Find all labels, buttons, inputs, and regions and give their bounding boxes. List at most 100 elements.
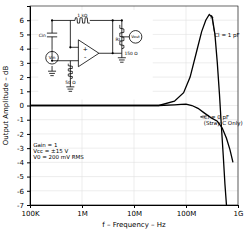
- y-tick: 5: [20, 31, 30, 39]
- circuit-wire: [47, 36, 57, 37]
- arrow: [200, 116, 206, 117]
- x-tick-label: 100M: [177, 210, 196, 218]
- y-tick-label: 1: [20, 88, 24, 96]
- circuit-wire: [52, 60, 78, 61]
- chart: 100K1M10M100M1G-7-6-5-4-3-2-10123456Gain…: [0, 0, 250, 231]
- y-tick-label: -3: [17, 145, 24, 153]
- y-axis: -7 -6 -5 -4 -3 -2 -1 0 1 2 3 4 5 6: [17, 7, 30, 210]
- grid-line-x: [186, 6, 187, 205]
- circuit-wire: [112, 20, 113, 53]
- circuit-wire: [67, 89, 73, 90]
- plot-frame: [30, 6, 238, 205]
- circuit-label: Vout: [131, 34, 140, 39]
- y-tick-mark: [27, 20, 30, 21]
- circuit-wire: [66, 86, 74, 87]
- plot: 100K1M10M100M1G-7-6-5-4-3-2-10123456Gain…: [17, 6, 243, 218]
- y-tick: 4: [20, 45, 30, 53]
- x-tick-label: 100K: [22, 210, 40, 218]
- y-tick-mark: [27, 91, 30, 92]
- y-tick-label: -4: [17, 159, 25, 167]
- y-tick-mark: [27, 205, 30, 206]
- x-tick: 10M: [127, 205, 142, 218]
- y-tick: 1: [20, 88, 30, 96]
- x-tick-label: 1M: [77, 210, 88, 218]
- circuit-wire: [52, 50, 53, 61]
- x-tick-mark: [82, 205, 83, 208]
- y-tick-label: 4: [20, 45, 25, 53]
- circuit-node: [121, 19, 123, 21]
- circuit-wire: [48, 71, 56, 72]
- circuit-source: [129, 31, 142, 44]
- circuit-wire: [120, 62, 123, 63]
- annotation: Cl = 1 pF: [214, 32, 239, 39]
- y-tick: 6: [20, 17, 30, 25]
- circuit-wire: [69, 91, 72, 92]
- x-tick: 1M: [77, 205, 88, 218]
- y-tick-mark: [27, 49, 30, 50]
- circuit-wire: [70, 79, 71, 87]
- x-tick-mark: [186, 205, 187, 208]
- y-tick-mark: [27, 77, 30, 78]
- y-tick-mark: [27, 148, 30, 149]
- circuit-wire: [90, 20, 113, 21]
- circuit-wire: [70, 47, 78, 48]
- x-axis: 100K 1M 10M 100M 1G: [22, 205, 244, 218]
- circuit-wire: [113, 53, 122, 54]
- circuit-label: +: [83, 45, 88, 52]
- y-tick-mark: [27, 134, 30, 135]
- circuit-inset: VinCin1 kΩ+-50 ΩRL150 ΩVout: [38, 10, 152, 100]
- y-tick-label: -6: [17, 188, 25, 196]
- circuit-wire: [113, 20, 122, 21]
- x-tick-label: 1G: [234, 210, 244, 218]
- y-tick-label: 5: [20, 31, 24, 39]
- circuit-wire: [122, 36, 129, 37]
- circuit-label: Cin: [39, 33, 46, 38]
- y-tick: -2: [17, 131, 30, 139]
- circuit-wire: [49, 73, 55, 74]
- circuit-wire: [118, 57, 126, 58]
- y-tick-mark: [27, 34, 30, 35]
- x-tick: 1G: [234, 205, 244, 218]
- y-tick-mark: [27, 63, 30, 64]
- circuit-label: 1 kΩ: [77, 13, 88, 18]
- x-tick-label: 10M: [127, 210, 142, 218]
- circuit-label: -: [84, 53, 87, 61]
- y-tick: -7: [17, 202, 30, 210]
- circuit-node: [69, 46, 71, 48]
- circuit-wire: [52, 37, 53, 50]
- x-axis-line: [31, 206, 239, 209]
- x-tick-mark: [238, 205, 239, 208]
- y-tick-label: 2: [20, 74, 24, 82]
- circuit-wire: [52, 20, 53, 33]
- y-tick: 3: [20, 60, 30, 68]
- circuit-wire: [121, 53, 122, 57]
- y-tick-label: 3: [20, 60, 24, 68]
- y-tick-label: 6: [20, 17, 25, 25]
- y-tick: -6: [17, 188, 30, 196]
- circuit-wire: [119, 59, 125, 60]
- x-tick: 100K: [22, 205, 40, 218]
- x-tick: 100M: [177, 205, 196, 218]
- y-tick-label: 0: [20, 102, 24, 110]
- y-tick: -5: [17, 173, 30, 181]
- circuit-label: 150 Ω: [124, 51, 138, 56]
- y-tick-label: -2: [17, 131, 24, 139]
- y-axis-title: Output Amplitude – dB: [2, 65, 10, 145]
- grid: [30, 6, 238, 205]
- circuit-wire: [70, 20, 71, 47]
- y-tick: 0: [20, 102, 30, 110]
- circuit-wire: [52, 20, 75, 21]
- y-tick-mark: [27, 162, 30, 163]
- inset-background: [38, 10, 152, 100]
- y-axis-line: [27, 7, 31, 206]
- y-tick: -3: [17, 145, 30, 153]
- series-line: [30, 104, 233, 162]
- y-tick-label: -7: [17, 202, 24, 210]
- y-tick-mark: [27, 106, 30, 107]
- arrow: [212, 15, 215, 31]
- y-tick-mark: [27, 120, 30, 121]
- y-tick-mark: [27, 191, 30, 192]
- y-tick-label: -5: [17, 173, 24, 181]
- circuit-wire: [75, 18, 90, 23]
- y-tick-label: -1: [17, 116, 24, 124]
